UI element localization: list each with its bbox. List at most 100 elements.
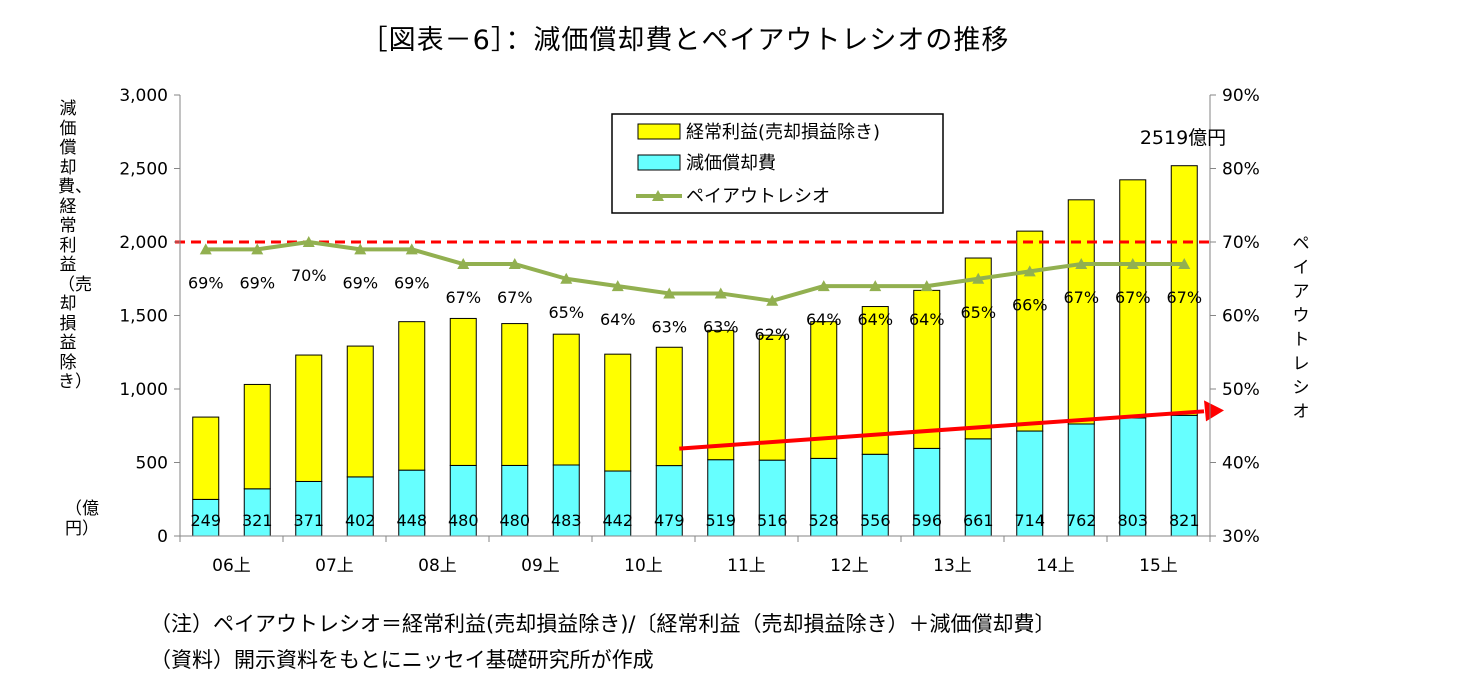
data-label-depreciation: 762 — [1066, 511, 1097, 530]
y-tick-label-left: 2,500 — [119, 160, 168, 180]
trend-arrow-line — [679, 409, 1205, 451]
data-label-depreciation: 442 — [602, 511, 633, 530]
payout-ratio-marker — [714, 287, 727, 299]
bar-depreciation — [501, 464, 529, 537]
payout-ratio-marker — [1178, 258, 1191, 270]
bar-depreciation — [192, 498, 220, 537]
data-label-payout: 63% — [703, 317, 739, 336]
payout-ratio-marker — [869, 280, 882, 292]
bar-ordinary-profit — [1016, 230, 1044, 432]
footnote-note: （注）ペイアウトレシオ＝経常利益(売却損益除き)/〔経常利益（売却損益除き）＋減… — [150, 612, 1056, 636]
payout-ratio-marker — [1126, 258, 1139, 270]
payout-ratio-marker — [663, 287, 676, 299]
bar-ordinary-profit — [243, 383, 271, 490]
data-label-depreciation: 516 — [757, 511, 788, 530]
y-axis-left-unit: （億円） — [65, 499, 99, 539]
footnote-source: （資料）開示資料をもとにニッセイ基礎研究所が作成 — [150, 648, 654, 672]
data-label-depreciation: 321 — [242, 511, 273, 530]
y-tick-label-left: 1,500 — [119, 307, 168, 327]
data-label-depreciation: 596 — [911, 511, 942, 530]
bars-layer — [192, 165, 1198, 537]
y-tick-label-left: 2,000 — [119, 233, 168, 253]
x-tick-label: 08上 — [418, 556, 457, 576]
y-tick-label-right: 50% — [1222, 380, 1260, 400]
data-label-payout: 65% — [960, 303, 996, 322]
bar-ordinary-profit — [707, 329, 735, 461]
bar-ordinary-profit — [655, 346, 683, 467]
x-tick-label: 09上 — [521, 556, 560, 576]
bar-depreciation — [913, 447, 941, 537]
payout-ratio-marker — [302, 236, 315, 247]
payout-ratio-marker — [920, 280, 933, 292]
annotation-total: 2519億円 — [1140, 127, 1226, 149]
bar-ordinary-profit — [346, 345, 374, 478]
data-label-payout: 64% — [806, 310, 842, 329]
x-tick-label: 07上 — [315, 556, 354, 576]
legend-label-payout: ペイアウトレシオ — [686, 186, 830, 207]
y-axis-right-label: ペイアウトレシオ — [1292, 234, 1310, 422]
y-tick-label-right: 80% — [1222, 160, 1260, 180]
data-label-depreciation: 480 — [448, 511, 479, 530]
payout-ratio-marker — [560, 272, 573, 284]
payout-ratio-marker — [766, 294, 779, 306]
y-tick-label-left: 1,000 — [119, 380, 168, 400]
bar-ordinary-profit — [398, 321, 426, 471]
data-label-payout: 67% — [497, 288, 533, 307]
data-label-payout: 67% — [445, 288, 481, 307]
bar-ordinary-profit — [501, 323, 529, 466]
y-tick-label-right: 90% — [1222, 86, 1260, 106]
bar-depreciation — [964, 438, 992, 537]
bar-ordinary-profit — [552, 333, 580, 466]
y-tick-label-right: 60% — [1222, 307, 1260, 327]
legend-swatch-depreciation — [637, 154, 681, 171]
data-label-depreciation: 714 — [1014, 511, 1045, 530]
data-label-payout: 64% — [600, 310, 636, 329]
legend-label-depreciation: 減価償却費 — [686, 153, 776, 174]
data-label-depreciation: 371 — [293, 511, 324, 530]
data-label-depreciation: 528 — [808, 511, 839, 530]
bar-depreciation — [758, 459, 786, 537]
x-tick-label: 12上 — [830, 556, 869, 576]
data-label-payout: 65% — [548, 303, 584, 322]
payout-ratio-marker — [457, 258, 470, 270]
bar-ordinary-profit — [604, 353, 632, 472]
legend-label-ordinary-profit: 経常利益(売却損益除き) — [686, 122, 880, 143]
x-tick-label: 13上 — [933, 556, 972, 576]
payout-ratio-line — [205, 240, 1185, 303]
data-label-payout: 70% — [291, 266, 327, 285]
payout-ratio-marker — [611, 280, 624, 292]
x-tick-label: 11上 — [727, 556, 766, 576]
bar-ordinary-profit — [861, 306, 889, 455]
data-label-payout: 67% — [1115, 288, 1151, 307]
payout-ratio-marker — [251, 243, 264, 255]
data-label-depreciation: 402 — [345, 511, 376, 530]
data-label-payout: 69% — [188, 273, 224, 292]
trend-arrow-layer — [679, 400, 1224, 451]
data-labels-layer: 249 321 371 402 448 480 480 483 442 479 519 516 528 5… — [188, 127, 1226, 530]
bar-ordinary-profit — [295, 354, 323, 482]
data-label-payout: 64% — [857, 310, 893, 329]
x-tick-label: 06上 — [212, 556, 251, 576]
data-label-depreciation: 483 — [551, 511, 582, 530]
y-tick-label-right: 40% — [1222, 454, 1260, 474]
bar-depreciation — [552, 464, 580, 537]
data-label-payout: 67% — [1166, 288, 1202, 307]
data-label-depreciation: 519 — [705, 511, 736, 530]
data-label-depreciation: 661 — [963, 511, 994, 530]
y-tick-label-right: 70% — [1222, 233, 1260, 253]
y-tick-label-right: 30% — [1222, 527, 1260, 547]
data-label-payout: 69% — [239, 273, 275, 292]
data-label-payout: 66% — [1012, 295, 1048, 314]
bar-ordinary-profit — [964, 257, 992, 440]
data-label-depreciation: 556 — [860, 511, 891, 530]
data-label-depreciation: 821 — [1169, 511, 1200, 530]
payout-ratio-marker — [817, 280, 830, 292]
payout-ratio-marker — [972, 272, 985, 284]
bar-depreciation — [295, 480, 323, 537]
axes-layer: 0 500 1,000 1,500 2,000 2,500 3,000 30% 40% 50% 60… — [119, 86, 1259, 576]
data-label-depreciation: 448 — [396, 511, 427, 530]
y-tick-label-left: 3,000 — [119, 86, 168, 106]
payout-ratio-marker — [508, 258, 521, 270]
y-axis-left-label: 減価償却費、経常利益（売却損益除き） — [58, 99, 92, 392]
